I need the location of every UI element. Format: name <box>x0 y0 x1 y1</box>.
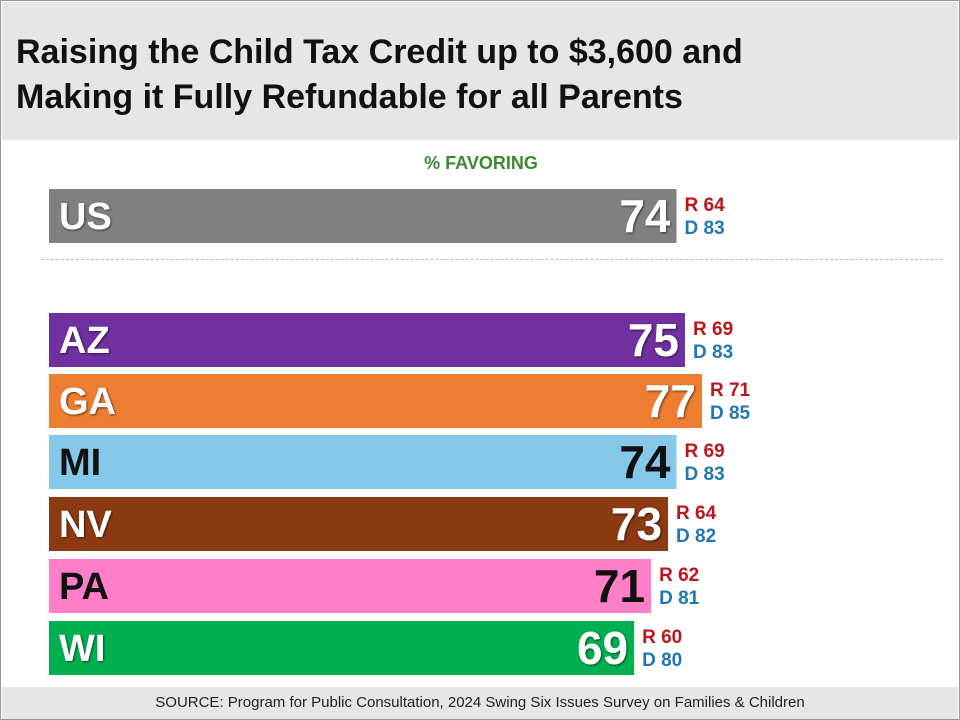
republican-value-pa: R 62 <box>659 565 699 586</box>
category-label-ga: GA <box>59 381 116 423</box>
democrat-value-ga: D 85 <box>710 403 751 424</box>
bar-ga <box>49 374 702 428</box>
value-label-pa: 71 <box>594 560 645 612</box>
category-label-nv: NV <box>59 504 112 546</box>
bar-wi <box>49 621 635 675</box>
value-label-mi: 74 <box>619 436 671 488</box>
bar-mi <box>49 435 677 489</box>
source-note: SOURCE: Program for Public Consultation,… <box>155 694 805 711</box>
title-banner: Raising the Child Tax Credit up to $3,60… <box>2 2 958 140</box>
democrat-value-wi: D 80 <box>642 650 682 671</box>
value-label-us: 74 <box>619 190 671 242</box>
value-label-wi: 69 <box>577 622 628 674</box>
republican-value-nv: R 64 <box>676 503 717 524</box>
category-label-us: US <box>59 196 112 238</box>
axis-caption: % FAVORING <box>424 153 538 173</box>
value-label-ga: 77 <box>645 375 696 427</box>
chart-title-line-2: Making it Fully Refundable for all Paren… <box>16 78 683 116</box>
value-label-az: 75 <box>628 314 679 366</box>
republican-value-ga: R 71 <box>710 380 751 401</box>
republican-value-mi: R 69 <box>685 441 725 462</box>
value-label-nv: 73 <box>611 498 662 550</box>
republican-value-wi: R 60 <box>642 627 682 648</box>
republican-value-az: R 69 <box>693 319 733 340</box>
bar-nv <box>49 497 669 551</box>
category-label-wi: WI <box>59 628 105 670</box>
democrat-value-pa: D 81 <box>659 588 700 609</box>
bar-az <box>49 313 685 367</box>
chart-title: Raising the Child Tax Credit up to $3,60… <box>16 30 743 120</box>
category-label-az: AZ <box>59 320 110 362</box>
democrat-value-us: D 83 <box>685 218 725 239</box>
democrat-value-mi: D 83 <box>685 464 725 485</box>
chart-title-line-1: Raising the Child Tax Credit up to $3,60… <box>16 33 743 71</box>
bar-pa <box>49 559 652 613</box>
democrat-value-az: D 83 <box>693 342 733 363</box>
category-label-pa: PA <box>59 566 109 608</box>
group-divider <box>41 259 943 260</box>
source-footer: SOURCE: Program for Public Consultation,… <box>2 687 958 719</box>
republican-value-us: R 64 <box>685 195 726 216</box>
category-label-mi: MI <box>59 442 101 484</box>
bar-us <box>49 189 677 243</box>
democrat-value-nv: D 82 <box>676 526 716 547</box>
